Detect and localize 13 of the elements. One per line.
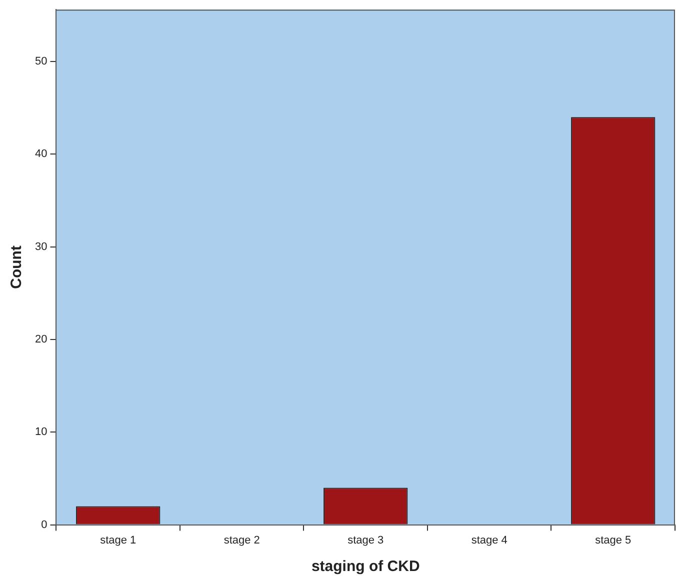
x-tick-label: stage 5 [595, 534, 632, 546]
y-tick-label: 40 [34, 148, 48, 160]
y-axis-title: Count [8, 246, 26, 289]
y-tick-label: 50 [34, 56, 48, 68]
y-tick-label: 30 [34, 240, 48, 253]
x-tick-label: stage 3 [348, 534, 384, 546]
y-tick-label: 0 [41, 518, 48, 531]
x-tick-label: stage 2 [224, 534, 260, 546]
y-tick-label: 10 [34, 426, 48, 438]
x-tick-label: stage 1 [100, 534, 136, 546]
y-tick-label: 20 [34, 334, 48, 346]
x-axis-title: staging of CKD [311, 558, 420, 576]
x-tick-label: stage 4 [471, 534, 508, 546]
